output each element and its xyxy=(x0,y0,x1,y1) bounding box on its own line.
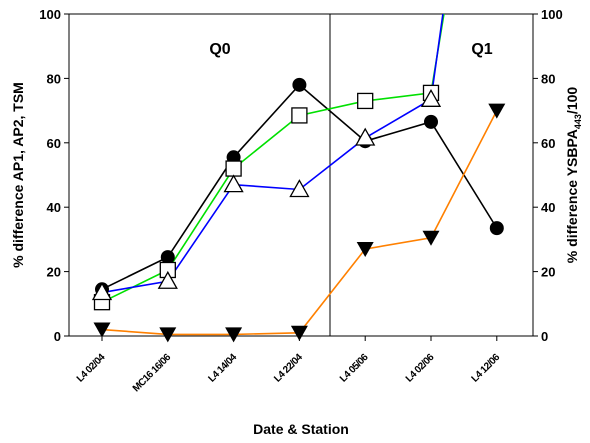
right-tick-label: 60 xyxy=(541,136,555,151)
data-point-triangle-down xyxy=(93,322,111,338)
data-point-triangle-down xyxy=(290,325,308,341)
data-point-square xyxy=(225,160,242,177)
data-point-triangle-up xyxy=(157,270,178,289)
data-point-triangle-up xyxy=(91,282,113,301)
region-label-q0: Q0 xyxy=(209,41,230,58)
x-axis-label: Date & Station xyxy=(253,421,349,437)
data-point-square xyxy=(357,92,374,110)
y-axis-label-right: % difference YSBPA443/100 xyxy=(564,87,583,264)
marker-layer xyxy=(91,77,506,343)
x-tick-label: L4 22/04 xyxy=(272,352,305,385)
x-tick-label: L4 14/04 xyxy=(206,352,239,385)
data-point-circle xyxy=(489,221,504,236)
data-point-circle xyxy=(160,250,175,265)
y-axis-label-left: % difference AP1, AP2, TSM xyxy=(10,82,26,268)
right-tick-label: 40 xyxy=(541,200,555,215)
right-tick-label: 80 xyxy=(541,71,555,86)
right-tick-label: 0 xyxy=(541,329,548,344)
right-tick-label: 20 xyxy=(541,265,555,280)
series-line-triangle-down xyxy=(101,110,498,336)
x-tick-label: L4 02/04 xyxy=(75,352,108,385)
left-tick-label: 20 xyxy=(47,265,61,280)
x-tick-label: L4 02/06 xyxy=(404,352,437,385)
x-tick-label: L4 12/06 xyxy=(470,352,503,385)
x-tick-label: MC16 16/06 xyxy=(131,352,174,395)
left-axis-ticks: 0 20 40 60 80 100 xyxy=(39,7,69,344)
region-label-q1: Q1 xyxy=(471,41,492,58)
data-point-triangle-down xyxy=(356,242,374,258)
y-axis-label-right-tail: /100 xyxy=(564,87,580,114)
y-axis-label-right-sub: 443 xyxy=(573,114,583,129)
left-tick-label: 100 xyxy=(39,7,61,22)
data-point-triangle-down xyxy=(488,103,506,119)
left-tick-label: 40 xyxy=(47,200,61,215)
left-tick-label: 0 xyxy=(54,329,61,344)
data-point-triangle-down xyxy=(159,327,177,343)
data-point-triangle-up xyxy=(289,179,310,198)
data-point-circle xyxy=(292,77,307,92)
data-point-square xyxy=(291,107,308,124)
data-point-circle xyxy=(424,114,438,129)
left-tick-label: 60 xyxy=(47,136,61,151)
data-point-triangle-down xyxy=(225,327,243,343)
data-point-triangle-up xyxy=(223,174,244,193)
left-tick-label: 80 xyxy=(47,71,61,86)
data-point-triangle-down xyxy=(422,230,440,246)
x-tick-label: L4 05/06 xyxy=(338,352,371,385)
right-tick-label: 100 xyxy=(541,7,563,22)
series-line-triangle-up xyxy=(101,14,444,294)
x-axis-ticks: L4 02/04 MC16 16/06 L4 14/04 L4 22/04 L4 05/… xyxy=(75,336,503,394)
data-point-triangle-up xyxy=(355,127,376,146)
right-axis-ticks: 0 20 40 60 80 100 xyxy=(533,7,563,344)
data-point-triangle-up xyxy=(420,89,442,107)
y-axis-label-right-base: % difference YSBPA xyxy=(564,129,580,263)
